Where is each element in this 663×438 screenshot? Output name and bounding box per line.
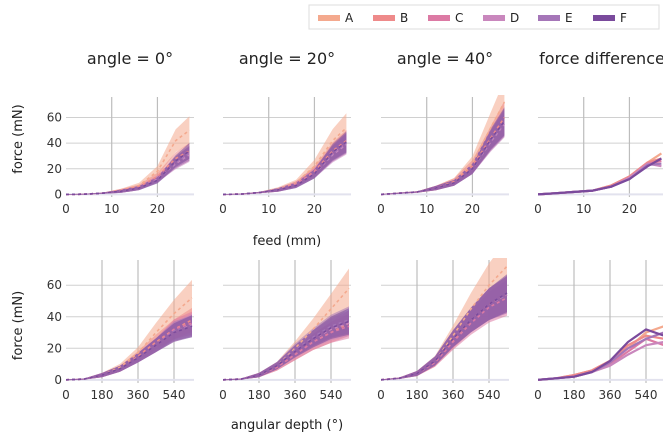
legend-label-b: B [400, 11, 408, 25]
x-tick-label: 180 [91, 388, 114, 402]
legend-label-d: D [510, 11, 519, 25]
band-f [223, 131, 347, 195]
series-line-e [538, 331, 663, 381]
x-tick-label: 0 [62, 202, 70, 216]
legend-label-a: A [345, 11, 354, 25]
x-tick-label: 540 [163, 388, 186, 402]
series-line-f [381, 120, 506, 196]
legend-label-f: F [620, 11, 627, 25]
x-tick-label: 20 [150, 202, 165, 216]
column-title-2: angle = 20° [239, 49, 335, 68]
panel-r2-c2: 0 180 360 540 [219, 260, 351, 402]
x-tick-label: 0 [534, 388, 542, 402]
x-tick-label: 540 [478, 388, 501, 402]
x-tick-label: 10 [261, 202, 276, 216]
series-line-c [223, 325, 350, 381]
x-tick-label: 0 [219, 388, 227, 402]
band-f [381, 274, 507, 381]
column-title-1: angle = 0° [87, 49, 173, 68]
panel-r1-c1: 0 20 40 60 0 10 20 [47, 97, 194, 216]
legend-label-c: C [455, 11, 463, 25]
x-tick-label: 540 [635, 388, 658, 402]
legend-label-e: E [565, 11, 573, 25]
band-f [223, 308, 349, 381]
series-line-b [66, 150, 190, 196]
series-line-f [381, 292, 508, 381]
band-f [381, 107, 505, 195]
panel-r1-c2: 0 10 20 [219, 97, 351, 216]
series-line-f [223, 320, 350, 381]
x-tick-label: 0 [62, 388, 70, 402]
band-a [381, 258, 507, 381]
x-tick-label: 0 [534, 202, 542, 216]
series-line-f [66, 150, 190, 196]
legend: A B C D E F [308, 4, 660, 30]
series-line-b [538, 334, 663, 381]
x-tick-label: 360 [599, 388, 622, 402]
x-axis-label-row1: feed (mm) [253, 234, 321, 249]
panel-data [66, 116, 190, 196]
y-tick-label: 0 [54, 187, 62, 201]
band-f [66, 315, 192, 381]
panel-r1-c4: 0 10 20 [534, 97, 663, 216]
y-tick-label: 0 [54, 373, 62, 387]
series-line-f [538, 157, 662, 196]
y-tick-label: 40 [47, 310, 62, 324]
band-f [66, 143, 190, 195]
x-tick-label: 180 [563, 388, 586, 402]
series-line-a [538, 325, 663, 381]
band-a [223, 113, 347, 195]
panel-data [381, 95, 506, 196]
x-tick-label: 360 [284, 388, 307, 402]
y-tick-label: 20 [47, 341, 62, 355]
x-tick-label: 180 [406, 388, 429, 402]
y-axis-label-row2: force (mN) [11, 291, 26, 360]
x-tick-label: 10 [104, 202, 119, 216]
x-tick-label: 10 [576, 202, 591, 216]
x-tick-label: 20 [465, 202, 480, 216]
panel-r2-c1: 0 20 40 60 0 180 360 540 [47, 260, 194, 402]
x-tick-label: 180 [248, 388, 271, 402]
panel-data [223, 268, 350, 381]
panel-r2-c4: 0 180 360 540 [534, 260, 663, 402]
x-tick-label: 10 [419, 202, 434, 216]
y-tick-label: 20 [47, 162, 62, 176]
band-c [66, 311, 192, 381]
x-tick-label: 540 [320, 388, 343, 402]
column-title-4: force difference [539, 49, 663, 68]
series-line-a [66, 129, 190, 196]
x-tick-label: 0 [377, 388, 385, 402]
series-line-d [538, 341, 663, 381]
series-line-a [66, 297, 193, 381]
series-line-f [538, 328, 663, 381]
band-b [381, 100, 505, 195]
band-a [381, 95, 505, 195]
panel-data [381, 258, 508, 381]
x-tick-label: 360 [127, 388, 150, 402]
x-axis-label-row2: angular depth (°) [231, 418, 343, 433]
x-tick-label: 20 [622, 202, 637, 216]
y-axis-label-row1: force (mN) [11, 104, 26, 173]
band-e [223, 306, 349, 381]
x-tick-label: 0 [377, 202, 385, 216]
series-line-a [381, 265, 508, 381]
y-tick-label: 40 [47, 136, 62, 150]
panel-data [223, 113, 347, 196]
panel-data [538, 152, 663, 196]
band-a [66, 116, 190, 195]
column-title-3: angle = 40° [397, 49, 493, 68]
series-line-f [66, 325, 193, 381]
x-tick-label: 0 [219, 202, 227, 216]
series-line-a [381, 101, 506, 196]
y-tick-label: 60 [47, 278, 62, 292]
x-tick-label: 20 [307, 202, 322, 216]
panel-data [538, 325, 663, 381]
panel-data [66, 279, 193, 381]
y-tick-label: 60 [47, 111, 62, 125]
panel-r1-c3: 0 10 20 [377, 95, 509, 216]
panel-r2-c3: 0 180 360 540 [377, 258, 509, 402]
x-tick-label: 360 [442, 388, 465, 402]
